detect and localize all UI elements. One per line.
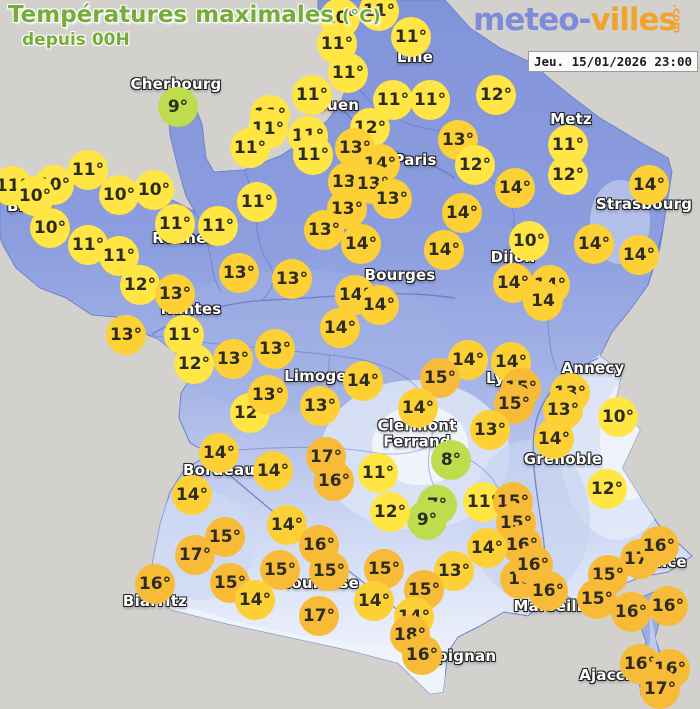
- temp-marker: 12°: [120, 265, 160, 305]
- timestamp-badge: Jeu. 15/01/2026 23:00: [527, 51, 698, 72]
- temp-marker: 12°: [455, 145, 495, 185]
- page-title: Températures maximales (°C): [8, 2, 381, 28]
- city-label: Annecy: [561, 359, 625, 378]
- temp-marker: 14°: [534, 419, 574, 459]
- temp-marker: 16°: [402, 635, 442, 675]
- temp-marker: 14: [523, 281, 563, 321]
- temp-marker: 14°: [320, 308, 360, 348]
- title-unit: (°C): [342, 6, 381, 27]
- temp-marker: 13°: [255, 329, 295, 369]
- temp-marker: 14°: [341, 224, 381, 264]
- temp-marker: 11°: [68, 225, 108, 265]
- temp-marker: 14°: [253, 451, 293, 491]
- temp-marker: 14°: [574, 224, 614, 264]
- temp-marker: 11°: [237, 182, 277, 222]
- temp-marker: 17°: [175, 535, 215, 575]
- temp-marker: 13°: [219, 253, 259, 293]
- temp-marker: 13°: [300, 386, 340, 426]
- temp-marker: 14°: [619, 235, 659, 275]
- temp-marker: 14°: [172, 475, 212, 515]
- temp-marker: 11°: [293, 135, 333, 175]
- city-label: Limoges: [284, 367, 356, 386]
- temp-marker: 15°: [309, 551, 349, 591]
- temp-marker: 13°: [213, 339, 253, 379]
- temp-marker: 14°: [398, 388, 438, 428]
- temp-marker: 13°: [372, 179, 412, 219]
- temp-marker: 17°: [640, 669, 680, 709]
- temp-marker: 14°: [199, 433, 239, 473]
- temp-marker: 10°: [509, 221, 549, 261]
- temp-marker: 11°: [328, 53, 368, 93]
- temp-marker: 13°: [304, 210, 344, 250]
- temp-marker: 16°: [620, 644, 660, 684]
- temp-marker: 16°: [648, 586, 688, 626]
- temp-marker: 10°: [134, 170, 174, 210]
- temp-marker: 11°: [155, 204, 195, 244]
- page-subtitle: depuis 00H: [22, 30, 130, 50]
- city-label: Clermont Ferrand: [377, 417, 456, 450]
- temp-marker: 16°: [639, 526, 679, 566]
- temp-marker: 13°: [155, 274, 195, 314]
- temp-marker: 10°: [320, 0, 360, 38]
- temp-marker: 14°: [467, 528, 507, 568]
- temp-marker: 13°: [106, 315, 146, 355]
- temp-marker: 10°: [99, 175, 139, 215]
- temp-marker: 9°: [158, 87, 198, 127]
- temp-marker: 12°: [587, 469, 627, 509]
- logo-part2: villes: [590, 2, 677, 38]
- temp-marker: 14°: [267, 505, 307, 545]
- temp-marker: 11°: [391, 17, 431, 57]
- city-label: Paris: [393, 151, 437, 170]
- temp-marker: 11°: [410, 80, 450, 120]
- temp-marker: 14°: [442, 193, 482, 233]
- temp-marker: 14°: [343, 361, 383, 401]
- title-text: Températures maximales: [8, 2, 334, 28]
- temp-marker: 9°: [407, 500, 447, 540]
- logo-suffix: .com: [670, 3, 684, 34]
- temp-marker: 16°: [528, 571, 568, 611]
- temp-marker: 16°: [135, 564, 175, 604]
- temp-marker: 13°: [327, 189, 367, 229]
- logo-part1: meteo-: [473, 2, 591, 38]
- temp-marker: 12°: [476, 75, 516, 115]
- temp-marker: 10°: [598, 397, 638, 437]
- meteo-villes-logo[interactable]: meteo-villes .com: [473, 2, 684, 38]
- temp-marker: 11°: [230, 128, 270, 168]
- temp-marker: 14°: [424, 230, 464, 270]
- temp-marker: 14°: [359, 285, 399, 325]
- temp-marker: 15°: [420, 358, 460, 398]
- temp-marker: 11°: [359, 0, 399, 31]
- temp-marker: 16°: [314, 461, 354, 501]
- city-label: Metz: [550, 110, 592, 129]
- temp-marker: 13°: [248, 375, 288, 415]
- temp-marker: 11°: [292, 75, 332, 115]
- temp-marker: 10°: [30, 208, 70, 248]
- temp-marker: 16°: [611, 592, 651, 632]
- temp-marker: 12°: [174, 344, 214, 384]
- temp-marker: 14°: [235, 580, 275, 620]
- temp-marker: 14°: [354, 581, 394, 621]
- temp-marker: 11°: [358, 453, 398, 493]
- temp-marker: 8°: [431, 440, 471, 480]
- temp-marker: 10°: [15, 176, 55, 216]
- temp-marker: 15°: [205, 517, 245, 557]
- temp-marker: 11°: [198, 206, 238, 246]
- temp-marker: 15°: [577, 579, 617, 619]
- temp-marker: 12°: [548, 155, 588, 195]
- temp-marker: 12°: [370, 492, 410, 532]
- temp-marker: 17°: [299, 596, 339, 636]
- city-label: Bourges: [364, 266, 436, 285]
- temp-marker: 14°: [629, 165, 669, 205]
- temp-marker: 14°: [495, 168, 535, 208]
- temp-marker: 13°: [470, 410, 510, 450]
- city-label: Cherbourg: [130, 75, 222, 94]
- temp-marker: 13°: [272, 259, 312, 299]
